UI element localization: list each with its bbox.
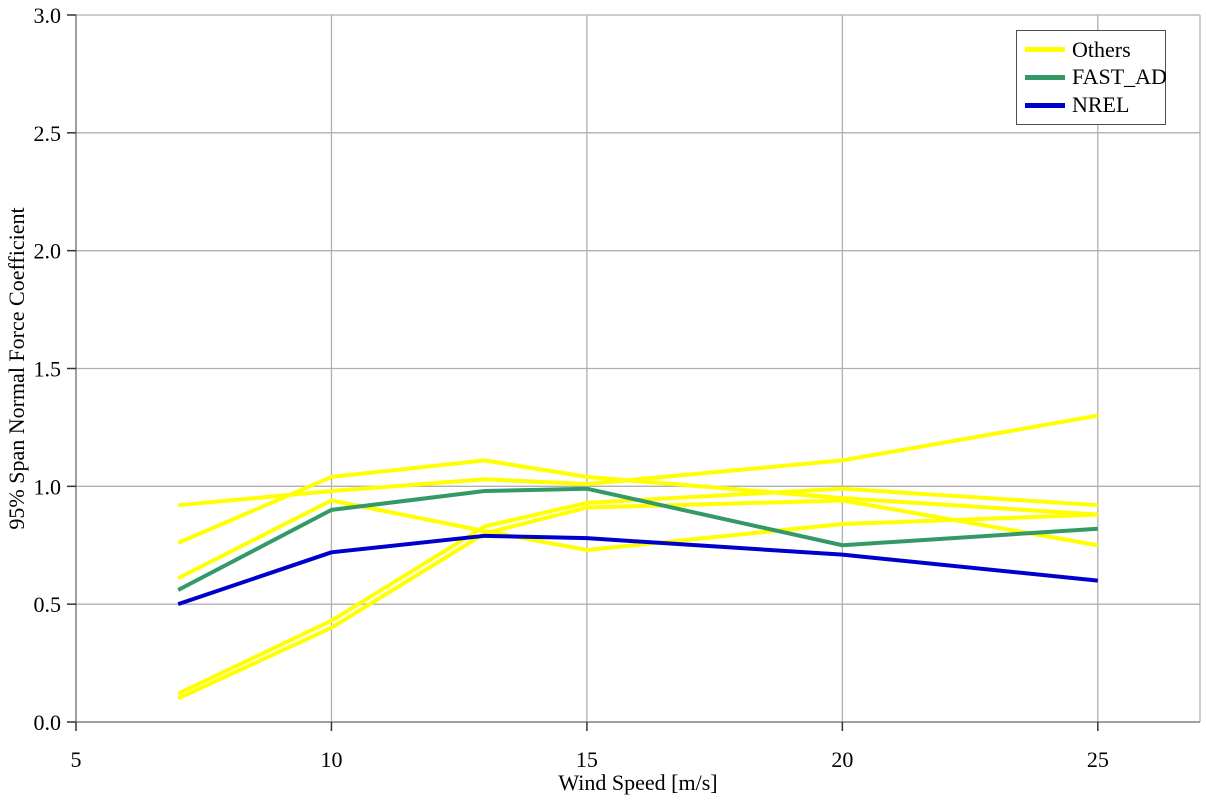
series-line-others — [177, 486, 1098, 696]
series-line-others — [177, 498, 1099, 701]
y-tick-label: 0.5 — [34, 592, 62, 617]
y-tick-label: 2.5 — [34, 121, 62, 146]
x-tick-label: 25 — [1087, 747, 1109, 772]
legend-entry-fast-ad: FAST_AD — [1025, 66, 1167, 88]
series-line-fast_ad — [177, 486, 1098, 592]
series-line-others — [177, 458, 1098, 545]
legend-label-fast-ad: FAST_AD — [1072, 64, 1167, 90]
series-line-others — [177, 498, 1098, 581]
legend-entry-others: Others — [1025, 36, 1161, 62]
y-tick-label: 1.0 — [34, 474, 62, 499]
y-tick-label: 0.0 — [34, 710, 62, 735]
legend-swatch-nrel — [1025, 102, 1065, 108]
legend: Others FAST_AD NREL — [1016, 30, 1167, 125]
x-tick-label: 20 — [831, 747, 853, 772]
legend-label-others: Others — [1072, 36, 1131, 62]
series-line-nrel — [177, 533, 1099, 607]
y-tick-label: 1.5 — [34, 357, 62, 382]
y-axis-title: 95% Span Normal Force Coefficient — [4, 207, 29, 529]
x-tick-label: 10 — [320, 747, 342, 772]
x-tick-label: 15 — [576, 747, 598, 772]
x-tick-label: 5 — [71, 747, 82, 772]
y-tick-label: 2.0 — [34, 239, 62, 264]
x-axis-title: Wind Speed [m/s] — [558, 770, 717, 795]
y-tick-label: 3.0 — [34, 3, 62, 28]
legend-swatch-fast-ad — [1025, 74, 1065, 80]
series-line-others — [177, 413, 1099, 508]
legend-label-nrel: NREL — [1072, 92, 1130, 118]
legend-entry-nrel: NREL — [1025, 94, 1161, 116]
legend-swatch-others — [1025, 47, 1065, 53]
